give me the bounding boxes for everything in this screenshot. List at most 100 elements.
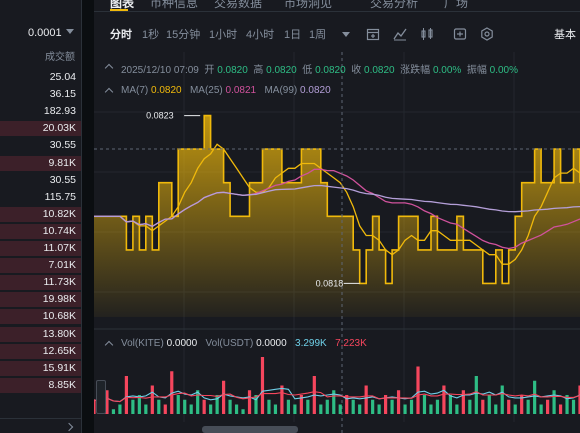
- tab-chart[interactable]: 图表: [110, 0, 135, 10]
- volume-bar: [332, 390, 336, 414]
- orderbook-volume: 36.15: [49, 88, 76, 101]
- depth-bar: [0, 326, 81, 342]
- orderbook-volume: 7.01K: [48, 259, 76, 272]
- layout-icon[interactable]: [453, 27, 467, 41]
- volume-bar: [487, 395, 491, 414]
- depth-bar: [0, 121, 81, 137]
- depth-bar: [0, 377, 81, 393]
- volume-bar: [163, 404, 167, 414]
- volume-bar: [319, 404, 323, 414]
- tab-trade-analysis[interactable]: 交易分析: [370, 0, 419, 10]
- orderbook-row[interactable]: 12.65K: [0, 343, 81, 360]
- orderbook-row[interactable]: 7.01K: [0, 257, 81, 274]
- orderbook-volume: 19.98K: [42, 293, 76, 306]
- orderbook-row[interactable]: 10.68K: [0, 308, 81, 325]
- amplitude-value: 0.00%: [489, 65, 519, 76]
- orderbook-row[interactable]: 10.74K: [0, 223, 81, 240]
- candle-type-icon[interactable]: [420, 27, 434, 41]
- orderbook-volume: 115.75: [44, 190, 76, 203]
- volume-bar: [571, 399, 576, 414]
- depth-bar: [0, 309, 81, 325]
- volume-bar: [306, 399, 310, 414]
- orderbook-row[interactable]: 115.75: [0, 189, 81, 206]
- orderbook-row[interactable]: 20.03K: [0, 120, 81, 137]
- orderbook-row[interactable]: 182.93: [0, 103, 81, 120]
- volume-header: 成交额: [45, 52, 75, 63]
- volume-bar: [429, 404, 433, 414]
- volume-bar: [351, 399, 355, 414]
- chart-scrollbar[interactable]: [202, 426, 298, 433]
- volume-bar: [325, 399, 329, 414]
- orderbook-row[interactable]: 30.55: [0, 172, 81, 189]
- chart-toolbar: 分时 1秒 15分钟 1小时 4小时 1日 1周: [94, 22, 580, 46]
- orderbook-row[interactable]: 15.91K: [0, 360, 81, 377]
- basic-view-button[interactable]: 基本: [554, 29, 576, 41]
- tab-trading-data[interactable]: 交易数据: [214, 0, 263, 10]
- volume-bar: [157, 399, 161, 414]
- orderbook-volume: 15.91K: [42, 361, 76, 374]
- interval-1w[interactable]: 1周: [309, 29, 327, 41]
- chart-drag-handle[interactable]: [96, 380, 106, 414]
- settings-icon[interactable]: [480, 27, 494, 41]
- volume-ma2-line: [93, 391, 580, 403]
- price-chart[interactable]: 0.0823 0.0818 2025/12/10 07:09 开 0.0820 高…: [92, 52, 580, 433]
- interval-more-icon[interactable]: [342, 32, 350, 37]
- orderbook-row[interactable]: 36.15: [0, 86, 81, 103]
- volume-bar: [358, 404, 362, 414]
- chart-canvas[interactable]: 0.0823 0.0818: [92, 52, 580, 433]
- volume-bar: [455, 404, 459, 414]
- indicator-icon[interactable]: [393, 27, 407, 41]
- orderbook-row[interactable]: 19.98K: [0, 291, 81, 308]
- orderbook-volume: 11.73K: [43, 276, 77, 289]
- volume-bar: [507, 399, 511, 414]
- volume-ma1-line: [93, 387, 580, 403]
- orderbook-row[interactable]: 10.82K: [0, 206, 81, 223]
- tab-coin-info[interactable]: 币种信息: [150, 0, 199, 10]
- interval-time[interactable]: 分时: [110, 29, 132, 41]
- orderbook-row[interactable]: 25.04: [0, 69, 81, 86]
- interval-1h[interactable]: 1小时: [209, 29, 238, 41]
- depth-bar: [0, 275, 81, 291]
- orderbook-volume: 20.03K: [42, 122, 76, 135]
- close-label: 收: [351, 65, 362, 76]
- volume-bar: [442, 385, 446, 414]
- volume-bar: [384, 395, 388, 414]
- depth-bar: [0, 292, 81, 308]
- orderbook-row[interactable]: 11.73K: [0, 274, 81, 291]
- volume-bar: [565, 395, 569, 414]
- candle-settings-icon[interactable]: [366, 27, 380, 41]
- orderbook-row[interactable]: 8.85K: [0, 377, 81, 394]
- chart-panel: 图表 币种信息 交易数据 市场洞见 交易分析 广场 分时 1秒 15分钟 1小时…: [92, 0, 580, 433]
- volume-bar: [92, 399, 96, 414]
- volume-bar: [254, 395, 258, 414]
- volume-bar: [396, 390, 401, 414]
- volume-bar: [118, 404, 122, 414]
- tab-market-insight[interactable]: 市场洞见: [284, 0, 333, 10]
- depth-bar: [0, 206, 81, 222]
- orderbook-row[interactable]: 13.80K: [0, 326, 81, 343]
- volume-bar: [552, 390, 556, 414]
- vol-kite-label: Vol(KITE): [121, 338, 164, 349]
- volume-bar: [124, 376, 128, 414]
- orderbook-row[interactable]: 30.55: [0, 137, 81, 154]
- open-value: 0.0820: [217, 65, 248, 76]
- vol-usdt-label: Vol(USDT): [205, 338, 254, 349]
- tab-square[interactable]: 广场: [444, 0, 469, 10]
- volume-bar: [500, 385, 504, 414]
- orderbook-volume: 10.74K: [42, 224, 76, 237]
- volume-bar: [202, 399, 206, 414]
- interval-15m[interactable]: 15分钟: [166, 29, 201, 41]
- chevron-down-icon[interactable]: [66, 29, 74, 34]
- precision-selector[interactable]: 0.0001: [28, 27, 62, 39]
- volume-bar: [494, 404, 498, 414]
- volume-legend: Vol(KITE) 0.0000 Vol(USDT) 0.0000 3.299K…: [121, 338, 367, 349]
- volume-bar: [533, 380, 537, 414]
- interval-1s[interactable]: 1秒: [142, 29, 160, 41]
- orderbook-row[interactable]: 9.81K: [0, 155, 81, 172]
- interval-4h[interactable]: 4小时: [246, 29, 275, 41]
- interval-1d[interactable]: 1日: [284, 29, 302, 41]
- orderbook-row[interactable]: 11.07K: [0, 240, 81, 257]
- depth-bar: [0, 343, 81, 359]
- depth-bar: [0, 258, 81, 274]
- ma7-label: MA(7): [121, 85, 149, 96]
